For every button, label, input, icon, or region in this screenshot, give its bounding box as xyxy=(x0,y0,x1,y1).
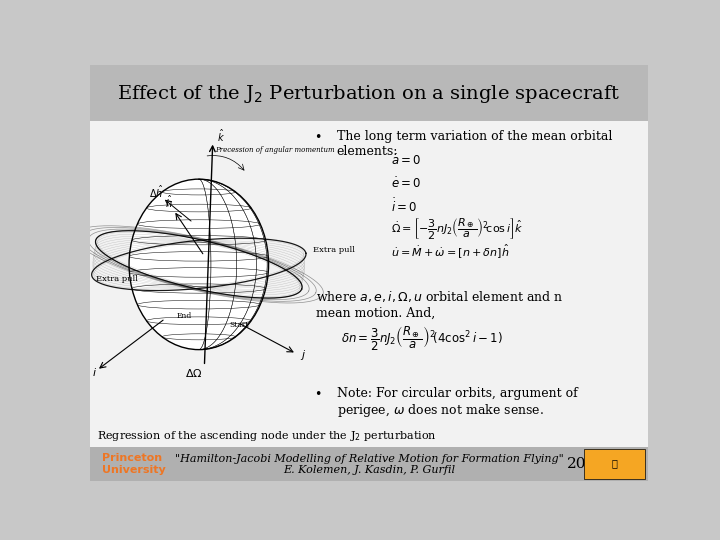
Text: Start: Start xyxy=(230,321,249,329)
Text: $\hat{k}$: $\hat{k}$ xyxy=(217,127,225,144)
Text: $\dot{i} = 0$: $\dot{i} = 0$ xyxy=(392,198,418,215)
Text: $\dot{u} = \dot{M} + \dot{\omega} = [n + \delta n]\hat{h}$: $\dot{u} = \dot{M} + \dot{\omega} = [n +… xyxy=(392,243,510,261)
Text: $\Delta\hat{h}$: $\Delta\hat{h}$ xyxy=(148,184,163,200)
Text: Extra pull: Extra pull xyxy=(96,275,138,283)
Text: Extra pull: Extra pull xyxy=(312,246,354,254)
Text: "Hamilton-Jacobi Modelling of Relative Motion for Formation Flying": "Hamilton-Jacobi Modelling of Relative M… xyxy=(175,454,563,463)
Text: 20: 20 xyxy=(567,457,587,471)
Text: $\dot{\Omega} = \left[-\dfrac{3}{2}nJ_2\left(\dfrac{R_\oplus}{a}\right)^2\!\cos : $\dot{\Omega} = \left[-\dfrac{3}{2}nJ_2\… xyxy=(392,217,524,242)
Text: Princeton: Princeton xyxy=(102,453,163,463)
Text: $\dot{a} = 0$: $\dot{a} = 0$ xyxy=(392,153,422,167)
Text: The long term variation of the mean orbital
elements:: The long term variation of the mean orbi… xyxy=(337,130,612,158)
FancyBboxPatch shape xyxy=(584,449,645,478)
Text: End: End xyxy=(176,313,192,320)
Text: $\dot{e} = 0$: $\dot{e} = 0$ xyxy=(392,176,422,191)
Text: Effect of the J$_2$ Perturbation on a single spacecraft: Effect of the J$_2$ Perturbation on a si… xyxy=(117,83,621,105)
Ellipse shape xyxy=(129,179,269,349)
Text: $\hat{h}$: $\hat{h}$ xyxy=(166,194,173,210)
Text: $\delta n = \dfrac{3}{2}nJ_2\left(\dfrac{R_\oplus}{a}\right)^2\!(4\cos^2 i - 1)$: $\delta n = \dfrac{3}{2}nJ_2\left(\dfrac… xyxy=(341,325,503,353)
FancyBboxPatch shape xyxy=(90,121,648,447)
Text: 🐯: 🐯 xyxy=(611,458,618,469)
Text: $j$: $j$ xyxy=(300,348,307,362)
Text: Note: For circular orbits, argument of
perigee, $\omega$ does not make sense.: Note: For circular orbits, argument of p… xyxy=(337,387,577,420)
Text: University: University xyxy=(102,465,166,475)
FancyBboxPatch shape xyxy=(90,447,648,481)
Text: •: • xyxy=(315,388,322,401)
Text: $\Delta\Omega$: $\Delta\Omega$ xyxy=(185,367,202,379)
Text: E. Kolemen, J. Kasdin, P. Gurfil: E. Kolemen, J. Kasdin, P. Gurfil xyxy=(283,465,455,475)
Text: $i$: $i$ xyxy=(92,366,97,378)
Text: where $a, e, i, \Omega, u$ orbital element and n
mean motion. And,: where $a, e, i, \Omega, u$ orbital eleme… xyxy=(316,289,564,319)
Text: •: • xyxy=(315,131,322,144)
Text: Regression of the ascending node under the J$_2$ perturbation: Regression of the ascending node under t… xyxy=(96,429,436,443)
Text: Precession of angular momentum: Precession of angular momentum xyxy=(215,146,336,154)
FancyBboxPatch shape xyxy=(90,65,648,121)
